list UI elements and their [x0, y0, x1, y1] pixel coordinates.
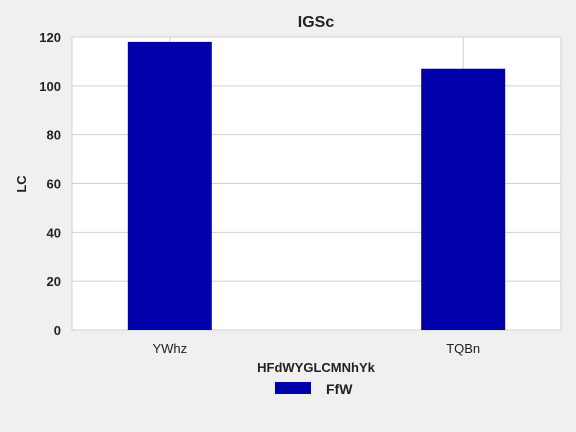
x-tick-labels: YWhz TQBn [152, 341, 480, 356]
y-tick-labels: 0 20 40 60 80 100 120 [39, 30, 61, 338]
y-tick-label: 40 [47, 225, 61, 240]
x-tick-label: YWhz [152, 341, 187, 356]
y-tick-label: 20 [47, 274, 61, 289]
y-tick-label: 120 [39, 30, 61, 45]
chart-title: IGSc [298, 14, 335, 31]
bars [127, 41, 506, 331]
bar-ywhz [127, 41, 212, 331]
y-tick-label: 100 [39, 79, 61, 94]
x-tick-label: TQBn [446, 341, 480, 356]
legend: FfW [275, 381, 353, 397]
y-axis-label: LC [14, 175, 29, 193]
legend-swatch [275, 382, 311, 394]
y-tick-label: 60 [47, 177, 61, 192]
x-axis-label: HFdWYGLCMNhYk [257, 360, 375, 375]
legend-label: FfW [326, 381, 353, 397]
y-tick-label: 80 [47, 128, 61, 143]
y-tick-label: 0 [54, 323, 61, 338]
bar-tqbn [421, 68, 506, 330]
